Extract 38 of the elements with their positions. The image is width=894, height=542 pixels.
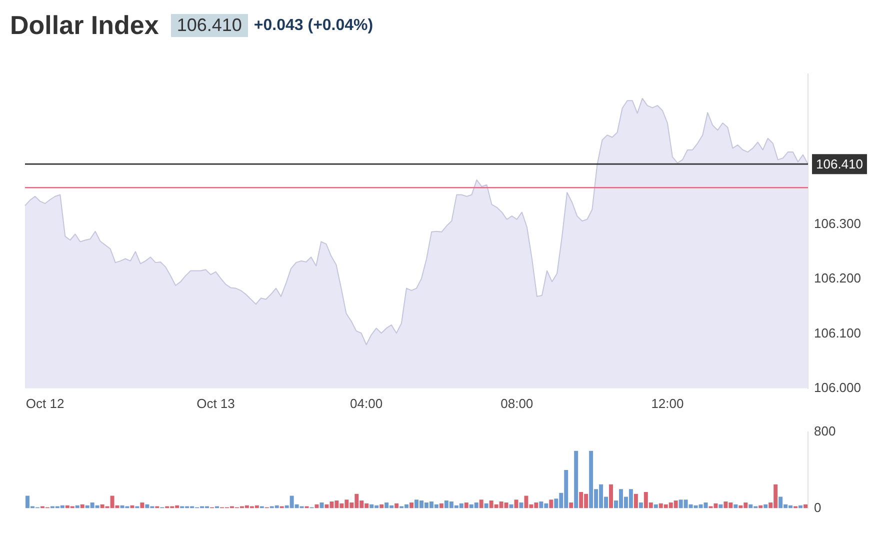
bar — [764, 504, 768, 508]
bar — [638, 502, 643, 508]
bar — [410, 502, 414, 508]
ref-line-label: 106.410 — [816, 156, 863, 172]
y-tick-label: 0 — [814, 500, 822, 515]
text: 106.410 — [170, 14, 248, 37]
bar — [439, 503, 444, 508]
bar — [654, 504, 658, 508]
bar — [634, 494, 638, 508]
bar — [509, 504, 514, 508]
bar — [320, 502, 324, 508]
bar — [380, 504, 384, 508]
x-tick-label: 12:00 — [651, 396, 684, 411]
bar — [609, 484, 613, 508]
y-tick-label: 106.000 — [814, 380, 861, 395]
y-tick-label: 106.200 — [814, 270, 861, 286]
bar — [574, 450, 578, 508]
bar — [464, 502, 468, 508]
x-tick-label: 08:00 — [500, 396, 534, 411]
x-tick-label: Oct 13 — [196, 396, 235, 411]
y-tick-label: 800 — [814, 423, 836, 438]
bar — [569, 502, 574, 508]
y-tick-label: 106.100 — [814, 325, 861, 340]
x-tick-label: 04:00 — [350, 396, 383, 411]
chart-title: Dollar Index — [10, 10, 159, 41]
bar — [140, 502, 144, 508]
bar — [718, 504, 723, 508]
bar — [519, 502, 524, 508]
bar — [549, 500, 554, 508]
bar — [80, 504, 84, 508]
bar — [394, 503, 399, 508]
bar — [484, 503, 488, 508]
bar — [734, 504, 738, 508]
bar — [804, 504, 808, 508]
bar — [479, 500, 484, 508]
x-tick-label: Oct 12 — [26, 396, 64, 411]
y-tick-label: 106.300 — [814, 216, 861, 231]
text: +0.043 (+0.04%) — [254, 16, 374, 34]
